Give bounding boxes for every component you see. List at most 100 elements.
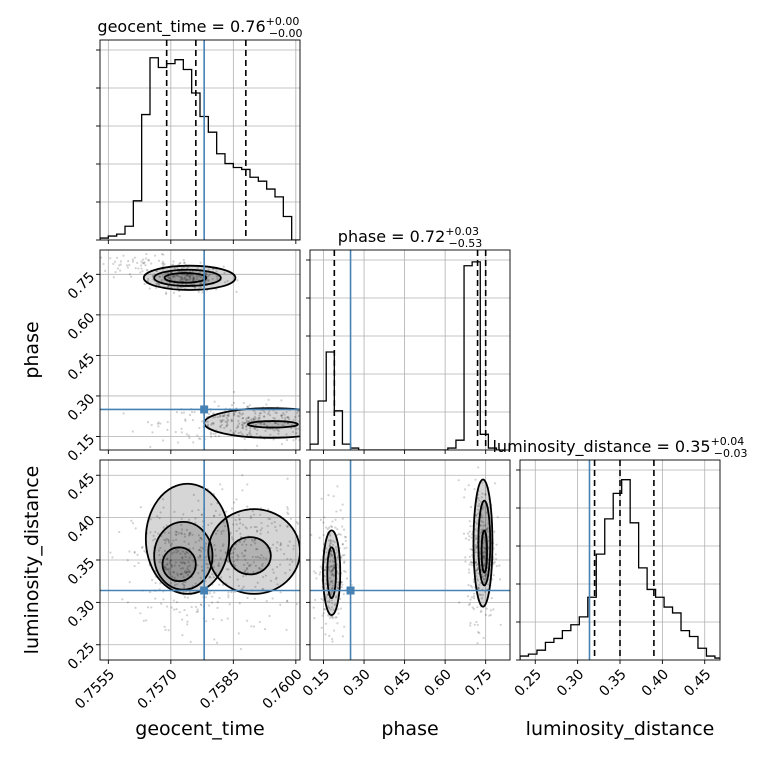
sample-point [475,547,478,550]
sample-point [239,647,242,651]
sample-point [168,567,171,570]
sample-point [183,533,186,536]
sample-point [178,611,181,614]
sample-point [262,575,265,579]
sample-point [166,562,169,565]
sample-point [480,520,483,523]
sample-point [331,640,334,643]
sample-point [188,533,191,536]
sample-point [242,401,245,405]
sample-point [482,521,485,524]
sample-point [332,566,336,569]
sample-point [219,414,222,417]
sample-point [246,420,249,423]
sample-point [332,566,335,570]
sample-point [128,581,131,584]
sample-point [492,562,495,565]
sample-point [183,570,186,573]
sample-point [489,613,492,617]
sample-point [235,426,238,430]
sample-point [183,262,186,265]
panel-body [310,460,510,660]
sample-point [197,290,200,294]
sample-point [167,538,170,541]
sample-point [241,417,244,420]
sample-point [167,568,170,572]
sample-point [199,282,202,285]
sample-point [172,571,175,574]
sample-point [141,545,144,548]
sample-point [249,543,253,547]
sample-point [328,634,331,637]
sample-point [119,260,122,263]
sample-point [229,429,232,432]
sample-point [168,561,172,564]
sample-point [169,563,173,567]
sample-point [215,275,218,278]
sample-point [324,582,328,585]
truth-marker [200,405,209,414]
sample-point [182,583,186,586]
sample-point [334,526,337,529]
sample-point [242,417,245,420]
sample-point [115,256,119,260]
sample-point [483,562,486,565]
sample-point [183,276,187,279]
sample-point [489,609,493,612]
sample-point [169,559,172,562]
sample-point [334,546,338,549]
sample-point [172,291,176,294]
sample-point [175,411,178,414]
histogram-geocent_time [100,57,300,240]
sample-point [320,597,323,601]
sample-point [484,547,487,551]
sample-point [196,277,199,280]
sample-point [192,277,195,280]
sample-point [469,561,472,564]
sample-point [470,533,474,536]
sample-point [197,508,200,512]
sample-point [485,527,488,531]
sample-point [487,540,490,543]
sample-point [339,597,342,601]
sample-point [220,419,224,422]
sample-point [228,575,231,579]
sample-point [212,422,215,425]
sample-point [481,481,484,484]
sample-point [241,426,244,429]
sample-point [166,420,169,424]
sample-point [216,277,219,280]
sample-point [258,620,261,624]
sample-point [183,261,186,264]
sample-point [187,570,190,574]
sample-point [238,527,241,530]
sample-point [339,509,342,512]
sample-point [330,606,333,609]
sample-point [241,421,244,424]
sample-point [458,601,461,604]
sample-point [271,568,274,571]
sample-point [102,262,105,266]
scatter-panel-geocent_time-vs-phase [96,249,301,454]
sample-point [196,564,199,567]
sample-point [183,584,186,588]
sample-point [248,404,252,407]
sample-point [254,417,257,420]
sample-point [238,518,241,521]
sample-point [326,600,329,603]
sample-point [329,560,332,563]
sample-point [134,606,137,610]
sample-point [286,416,289,419]
sample-point [496,516,499,519]
sample-point [127,260,130,263]
sample-point [235,529,238,532]
sample-point [325,547,328,550]
sample-point [333,541,336,544]
sample-point [467,568,471,571]
sample-point [295,428,298,431]
sample-point [342,592,345,596]
panel-title-phase: phase = 0.72+0.03 −0.53 [338,225,482,250]
sample-point [230,507,234,510]
sample-point [179,561,182,564]
sample-point [225,425,228,428]
